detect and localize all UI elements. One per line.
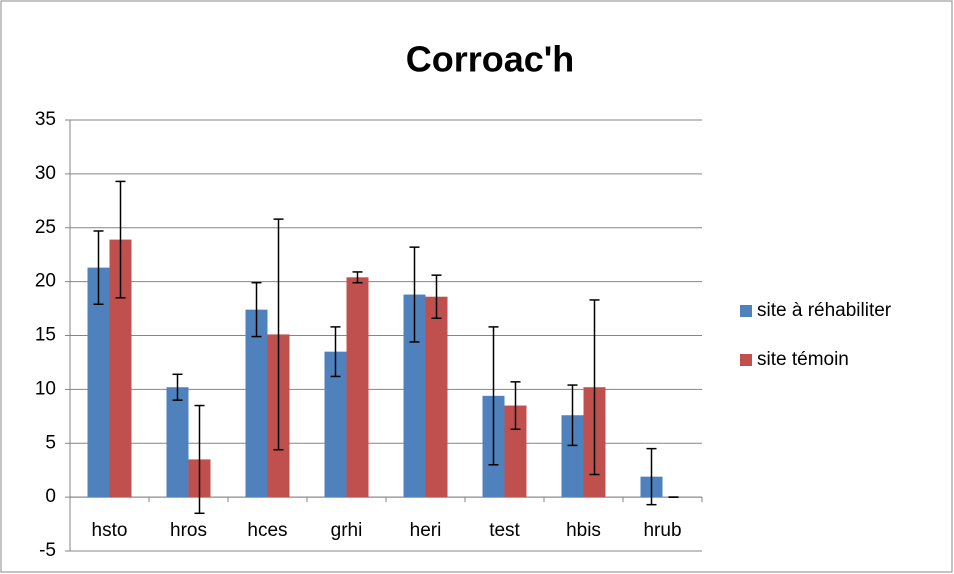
y-tick-label: 15 — [35, 325, 56, 346]
x-tick-label: grhi — [331, 520, 363, 541]
y-tick-label: 25 — [35, 217, 56, 238]
bar — [346, 277, 369, 498]
bar — [425, 296, 448, 498]
x-tick-label: hrub — [643, 520, 681, 541]
legend-swatch — [740, 305, 752, 317]
bar — [504, 405, 527, 498]
error-bar — [567, 384, 578, 447]
legend-swatch — [740, 354, 752, 366]
error-bar — [194, 404, 205, 515]
bar — [561, 415, 584, 498]
y-tick-label: 30 — [35, 163, 56, 184]
error-bar — [646, 447, 657, 506]
error-bar — [409, 246, 420, 343]
error-bar — [172, 373, 183, 401]
error-bar — [352, 271, 363, 284]
legend-label: site à réhabiliter — [757, 300, 892, 321]
error-bar — [330, 326, 341, 378]
y-tick-label: -5 — [39, 540, 56, 561]
y-tick-label: 0 — [45, 486, 56, 507]
y-tick-label: 20 — [35, 271, 56, 292]
y-tick-label: 10 — [35, 378, 56, 399]
bar — [109, 239, 132, 498]
x-tick-label: hbis — [566, 520, 601, 541]
error-bar — [251, 281, 262, 338]
bar — [245, 309, 268, 498]
bar — [166, 387, 189, 498]
chart-title: Corroac'h — [406, 39, 575, 80]
error-bar — [115, 180, 126, 299]
error-bar — [431, 274, 442, 320]
error-bar — [488, 326, 499, 466]
bar — [87, 267, 110, 498]
x-tick-label: heri — [410, 520, 442, 541]
y-tick-label: 35 — [35, 109, 56, 130]
bar — [403, 294, 426, 498]
x-tick-label: hros — [170, 520, 207, 541]
x-tick-label: hsto — [92, 520, 128, 541]
error-bar — [589, 299, 600, 476]
bar — [324, 351, 347, 498]
x-tick-label: test — [489, 520, 520, 541]
error-bar — [510, 381, 521, 430]
x-tick-label: hces — [247, 520, 287, 541]
error-bar — [93, 230, 104, 306]
y-tick-label: 5 — [45, 432, 56, 453]
error-bar — [273, 218, 284, 451]
legend-label: site témoin — [757, 349, 849, 370]
